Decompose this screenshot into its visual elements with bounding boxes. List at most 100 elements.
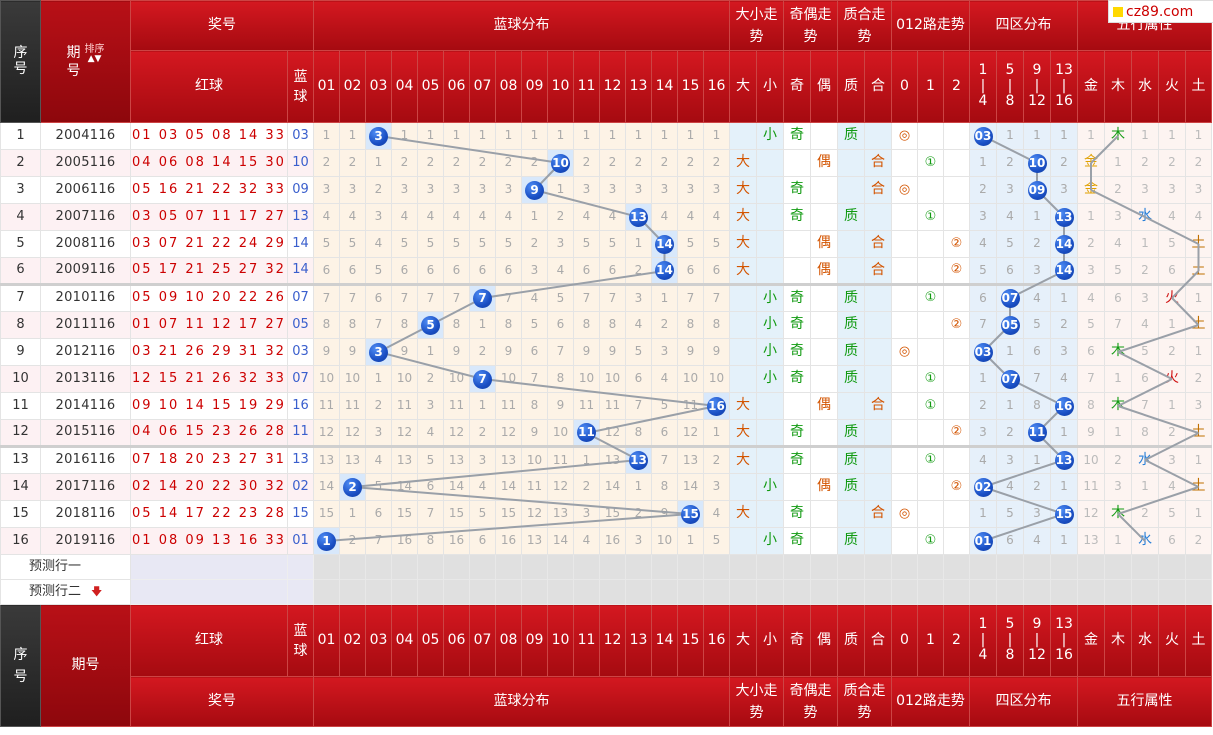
predict-stat-cell[interactable] xyxy=(810,554,838,580)
predict-dist-cell[interactable] xyxy=(547,554,574,580)
predict-stat-cell[interactable] xyxy=(1185,579,1212,605)
predict-dist-cell[interactable] xyxy=(417,579,444,605)
predict-blue-cell[interactable] xyxy=(287,554,314,580)
predict-red-cell[interactable] xyxy=(130,579,288,605)
predict-dist-cell[interactable] xyxy=(651,579,678,605)
predict-dist-cell[interactable] xyxy=(521,579,548,605)
sort-control[interactable]: 排序 ▲▼ xyxy=(85,44,105,65)
predict-dist-cell[interactable] xyxy=(443,554,470,580)
predict-dist-cell[interactable] xyxy=(521,554,548,580)
predict-dist-cell[interactable] xyxy=(599,579,626,605)
predict-dist-cell[interactable] xyxy=(391,579,418,605)
predict-stat-cell[interactable] xyxy=(729,579,757,605)
predict-stat-cell[interactable] xyxy=(996,579,1024,605)
predict-dist-cell[interactable] xyxy=(313,554,340,580)
predict-dist-cell[interactable] xyxy=(625,579,652,605)
predict-stat-cell[interactable] xyxy=(917,579,944,605)
dist-cell: 6 xyxy=(443,257,470,285)
quad-ball-marker: 03 xyxy=(973,126,993,146)
predict-dist-cell[interactable] xyxy=(339,579,366,605)
predict-dist-cell[interactable] xyxy=(547,579,574,605)
predict-stat-cell[interactable] xyxy=(1023,554,1051,580)
dist-cell: 8 xyxy=(417,527,444,555)
predict-blue-cell[interactable] xyxy=(287,579,314,605)
predict-stat-cell[interactable] xyxy=(783,579,811,605)
predict-dist-cell[interactable] xyxy=(703,554,730,580)
predict-dist-cell[interactable] xyxy=(495,554,522,580)
predict-dist-cell[interactable] xyxy=(677,554,704,580)
quad-ball-marker: 14 xyxy=(1054,261,1074,280)
predict-stat-cell[interactable] xyxy=(837,579,865,605)
blue-ball-marker: 2 xyxy=(343,477,362,497)
site-logo[interactable]: cz89.com xyxy=(1108,0,1213,23)
prime-mark: 质 xyxy=(844,343,858,360)
header-num-05: 05 xyxy=(417,50,444,123)
predict-stat-cell[interactable] xyxy=(1077,579,1105,605)
predict-stat-cell[interactable] xyxy=(837,554,865,580)
predict-stat-cell[interactable] xyxy=(729,554,757,580)
predict-dist-cell[interactable] xyxy=(703,579,730,605)
prime-mark: 质 xyxy=(844,208,858,225)
predict-stat-cell[interactable] xyxy=(783,554,811,580)
predict-stat-cell[interactable] xyxy=(1023,579,1051,605)
predict-stat-cell[interactable] xyxy=(1050,554,1078,580)
predict-dist-cell[interactable] xyxy=(365,554,392,580)
predict-stat-cell[interactable] xyxy=(756,579,784,605)
predict-stat-cell[interactable] xyxy=(1185,554,1212,580)
predict-dist-cell[interactable] xyxy=(599,554,626,580)
route-cell-1: ① xyxy=(917,149,944,177)
predict-red-cell[interactable] xyxy=(130,554,288,580)
predict-stat-cell[interactable] xyxy=(1050,579,1078,605)
predict-stat-cell[interactable] xyxy=(917,554,944,580)
predict-dist-cell[interactable] xyxy=(365,579,392,605)
predict-dist-cell[interactable] xyxy=(495,579,522,605)
predict-dist-cell[interactable] xyxy=(469,579,496,605)
predict-stat-cell[interactable] xyxy=(1158,554,1186,580)
predict-stat-cell[interactable] xyxy=(810,579,838,605)
predict-dist-cell[interactable] xyxy=(391,554,418,580)
predict-stat-cell[interactable] xyxy=(943,554,970,580)
predict-stat-cell[interactable] xyxy=(891,554,918,580)
header-wuxing-1: 木 xyxy=(1104,604,1132,677)
predict-stat-cell[interactable] xyxy=(1158,579,1186,605)
predict-stat-cell[interactable] xyxy=(864,579,892,605)
predict-stat-cell[interactable] xyxy=(891,579,918,605)
quad-cell: 4 xyxy=(1023,527,1051,555)
predict-stat-cell[interactable] xyxy=(756,554,784,580)
predict-dist-cell[interactable] xyxy=(573,554,600,580)
predict-stat-cell[interactable] xyxy=(943,579,970,605)
dist-cell: 4 xyxy=(469,203,496,231)
predict-stat-cell[interactable] xyxy=(1131,554,1159,580)
predict-dist-cell[interactable] xyxy=(677,579,704,605)
quad-cell: 1 xyxy=(1023,445,1051,474)
predict-dist-cell[interactable] xyxy=(443,579,470,605)
comp-cell xyxy=(864,419,892,447)
predict-stat-cell[interactable] xyxy=(1104,579,1132,605)
header-qi[interactable]: 期号 排序 ▲▼ xyxy=(40,0,131,123)
wuxing-cell-hit: 水 xyxy=(1131,527,1159,555)
predict-dist-cell[interactable] xyxy=(339,554,366,580)
predict-dist-cell[interactable] xyxy=(313,579,340,605)
predict-row-label[interactable]: 预测行二 🡇 xyxy=(0,579,131,605)
arrow-down-icon[interactable]: 🡇 xyxy=(91,584,103,598)
predict-stat-cell[interactable] xyxy=(1104,554,1132,580)
predict-stat-cell[interactable] xyxy=(969,579,997,605)
wuxing-cell-hit: 木 xyxy=(1104,392,1132,420)
predict-dist-cell[interactable] xyxy=(651,554,678,580)
predict-stat-cell[interactable] xyxy=(864,554,892,580)
quad-cell: 4 xyxy=(1050,365,1078,393)
route-cell-1 xyxy=(917,257,944,285)
dist-cell: 2 xyxy=(547,203,574,231)
predict-dist-cell[interactable] xyxy=(417,554,444,580)
predict-stat-cell[interactable] xyxy=(1131,579,1159,605)
quad-cell: 1 xyxy=(996,338,1024,366)
predict-row-label[interactable]: 预测行一 xyxy=(0,554,131,580)
dist-cell: 6 xyxy=(625,365,652,393)
predict-stat-cell[interactable] xyxy=(996,554,1024,580)
predict-dist-cell[interactable] xyxy=(469,554,496,580)
predict-stat-cell[interactable] xyxy=(1077,554,1105,580)
predict-stat-cell[interactable] xyxy=(969,554,997,580)
predict-dist-cell[interactable] xyxy=(625,554,652,580)
predict-dist-cell[interactable] xyxy=(573,579,600,605)
big-mark: 大 xyxy=(736,261,750,278)
